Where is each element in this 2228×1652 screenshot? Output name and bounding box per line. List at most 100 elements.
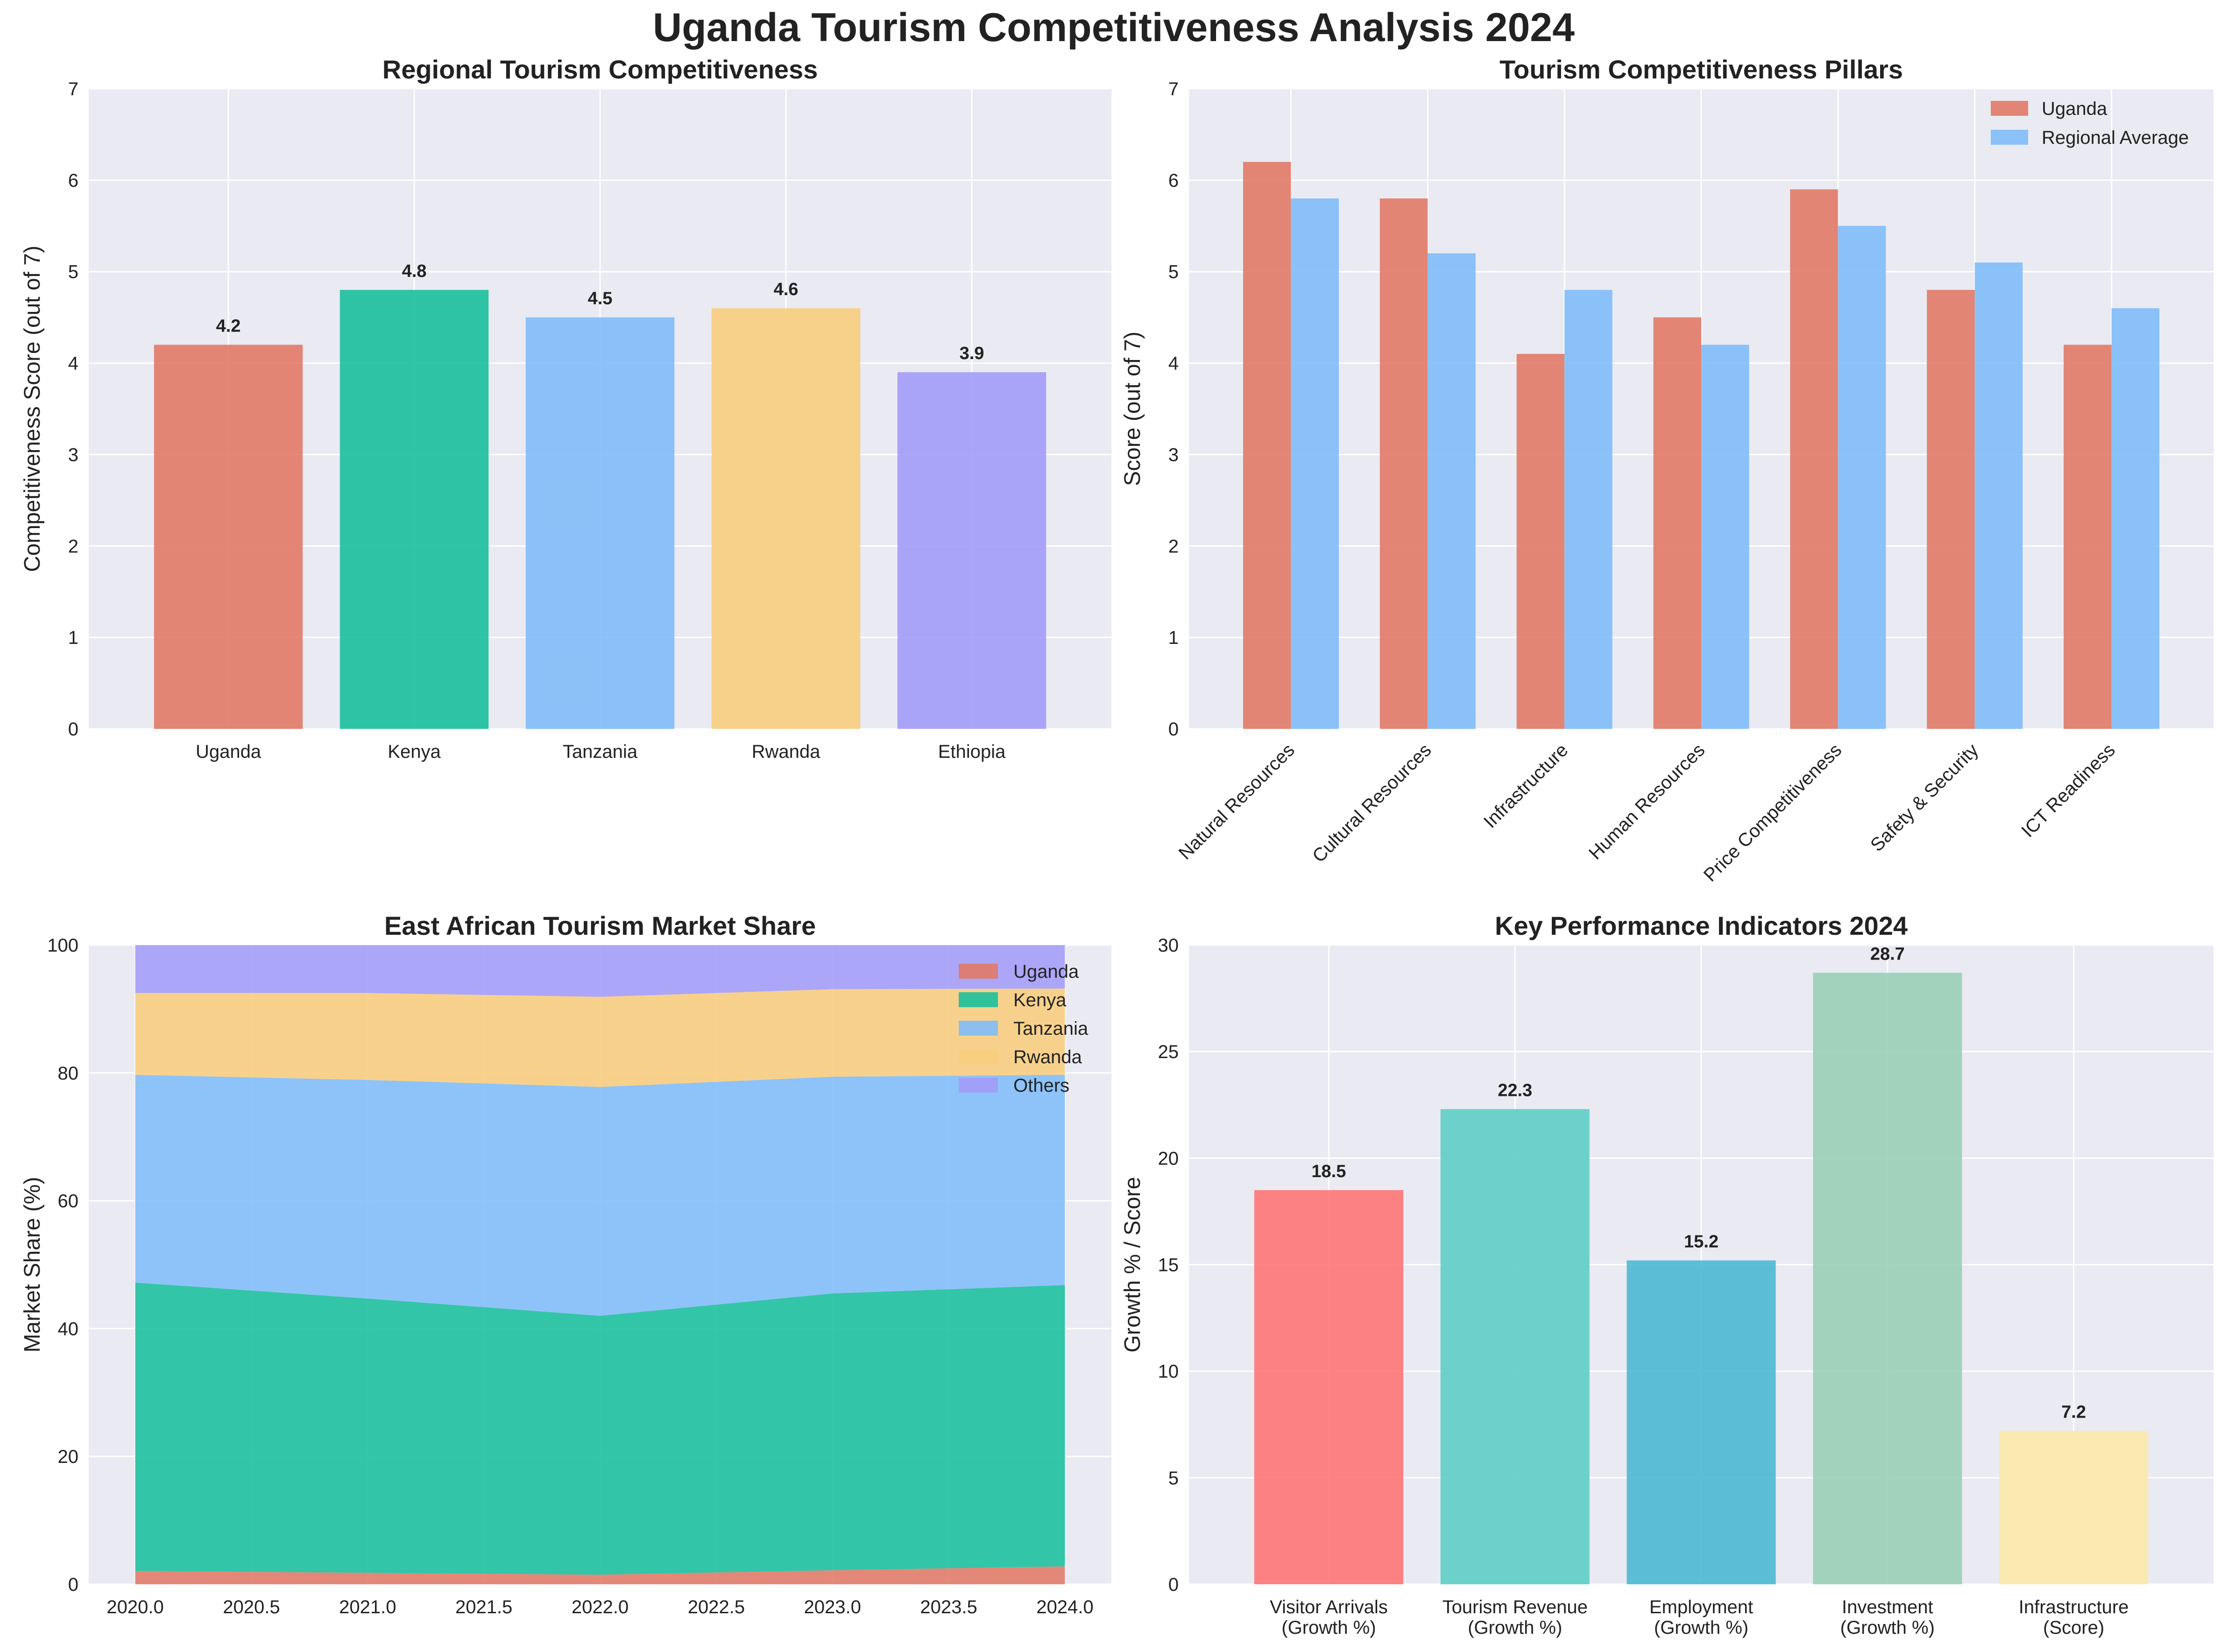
legend-swatch-others [959, 1078, 998, 1093]
y-tick-label: 1 [1168, 628, 1179, 648]
area-uganda [135, 1566, 1065, 1584]
y-tick-label: 80 [58, 1063, 79, 1084]
legend-label-kenya: Kenya [1013, 990, 1067, 1010]
x-tick-label: Uganda [196, 741, 262, 762]
x-tick-label: 2022.5 [688, 1597, 745, 1617]
value-label: 4.2 [216, 316, 241, 336]
y-axis-label: Score (out of 7) [1120, 332, 1145, 486]
value-label: 4.5 [588, 289, 613, 309]
x-tick-label: (Score) [2043, 1617, 2104, 1638]
bar-uganda-infrastructure [1516, 353, 1565, 729]
x-tick-label: Human Resources [1585, 740, 1709, 863]
bar-infrastructure [1999, 1431, 2149, 1584]
legend-label-regional-average: Regional Average [2042, 127, 2189, 148]
value-label: 4.6 [774, 280, 799, 299]
area-others [135, 945, 1065, 997]
x-tick-label: Infrastructure [1480, 740, 1572, 832]
competitiveness-pillars-chart: 0 1 2 3 4 5 6 7 Tourism Competitiveness Pillars S… [1120, 55, 2214, 886]
bar-uganda-cultural-resources [1379, 198, 1428, 729]
x-tick-label: (Growth %) [1654, 1617, 1748, 1638]
x-tick-label: Kenya [388, 741, 441, 762]
y-tick-label: 10 [1158, 1362, 1179, 1382]
x-tick-label: 2023.5 [920, 1597, 977, 1617]
value-label: 7.2 [2061, 1402, 2086, 1422]
legend-swatch-uganda [959, 964, 998, 979]
value-label: 3.9 [960, 344, 984, 363]
legend-swatch-tanzania [959, 1021, 998, 1036]
x-tick-label: Tourism Revenue [1443, 1597, 1588, 1617]
x-tick-label: Infrastructure [2019, 1597, 2129, 1617]
area-rwanda [135, 988, 1065, 1087]
x-tick-label: (Growth %) [1281, 1617, 1376, 1638]
y-tick-label: 20 [1158, 1148, 1179, 1169]
x-tick-label: Ethiopia [938, 741, 1006, 762]
y-tick-label: 5 [1168, 1468, 1179, 1489]
x-tick-label: ICT Readiness [2017, 740, 2119, 841]
y-tick-label: 40 [58, 1319, 79, 1339]
value-label: 4.8 [402, 261, 427, 281]
bar-investment [1813, 973, 1962, 1584]
bar-visitor-arrivals [1254, 1190, 1403, 1584]
value-label: 28.7 [1870, 944, 1905, 964]
legend-label-tanzania: Tanzania [1013, 1018, 1089, 1039]
bar-uganda-human-resources [1653, 317, 1701, 729]
x-tick-label: Natural Resources [1174, 740, 1298, 863]
legend-swatch-rwanda [959, 1049, 998, 1064]
x-tick-label: Tanzania [563, 741, 638, 762]
x-tick-label: Cultural Resources [1309, 740, 1436, 867]
legend-swatch-kenya [959, 992, 998, 1007]
y-tick-label: 100 [47, 935, 78, 956]
legend-swatch-regional-average [1991, 130, 2028, 145]
bar-regional-average-price-competitiveness [1838, 226, 1886, 729]
y-axis-label: Growth % / Score [1120, 1177, 1145, 1352]
legend-label-uganda: Uganda [1013, 961, 1079, 982]
kpi-chart: 0 5 10 15 20 25 30 Key Performance Indicators 2… [1120, 911, 2214, 1638]
y-tick-label: 20 [58, 1447, 79, 1467]
area-tanzania [135, 1074, 1065, 1316]
area-kenya [135, 1282, 1065, 1575]
value-label: 15.2 [1684, 1232, 1719, 1251]
bar-employment [1627, 1260, 1776, 1584]
y-axis-label: Market Share (%) [20, 1177, 45, 1352]
y-tick-label: 0 [1168, 1574, 1179, 1595]
x-tick-label: 2024.0 [1036, 1597, 1093, 1617]
y-tick-label: 0 [68, 719, 78, 740]
x-tick-label: Safety & Security [1867, 740, 1982, 855]
legend-label-uganda: Uganda [2042, 99, 2108, 119]
chart-title: East African Tourism Market Share [384, 911, 816, 940]
y-tick-label: 7 [68, 79, 78, 99]
market-share-chart: 0 20 40 60 80 100 East African Tourism Market … [20, 911, 1111, 1617]
y-tick-label: 25 [1158, 1042, 1179, 1062]
bar-kenya [340, 289, 489, 729]
bar-uganda-safety-security [1927, 289, 1975, 729]
bar-tourism-revenue [1440, 1109, 1590, 1584]
y-tick-label: 0 [68, 1574, 78, 1595]
y-tick-label: 60 [58, 1191, 79, 1212]
bar-rwanda [711, 308, 861, 729]
bar-uganda [154, 345, 303, 729]
value-label: 18.5 [1311, 1162, 1346, 1181]
x-tick-label: Price Competitiveness [1700, 740, 1846, 885]
y-tick-label: 3 [1168, 445, 1179, 465]
chart-title: Tourism Competitiveness Pillars [1499, 55, 1903, 84]
bar-ethiopia [897, 372, 1047, 729]
y-tick-label: 3 [68, 445, 78, 465]
bar-uganda-natural-resources [1243, 162, 1291, 729]
y-tick-label: 2 [1168, 536, 1179, 557]
bar-tanzania [525, 317, 675, 729]
y-tick-label: 4 [1168, 353, 1179, 374]
y-tick-label: 4 [68, 353, 78, 374]
chart-title: Regional Tourism Competitiveness [382, 55, 818, 84]
x-tick-label: Visitor Arrivals [1270, 1597, 1388, 1617]
bar-regional-average-human-resources [1701, 345, 1749, 729]
x-tick-label: (Growth %) [1468, 1617, 1562, 1638]
x-tick-label: 2023.0 [804, 1597, 861, 1617]
regional-competitiveness-chart: 0 1 2 3 4 5 6 7 Regional Tourism Competitiveness… [20, 55, 1111, 762]
legend-swatch-uganda [1991, 101, 2028, 116]
x-tick-label: 2022.0 [572, 1597, 629, 1617]
y-tick-label: 6 [68, 170, 78, 191]
chart-title: Key Performance Indicators 2024 [1495, 911, 1908, 940]
x-tick-label: Investment [1842, 1597, 1933, 1617]
bar-regional-average-safety-security [1974, 262, 2023, 729]
